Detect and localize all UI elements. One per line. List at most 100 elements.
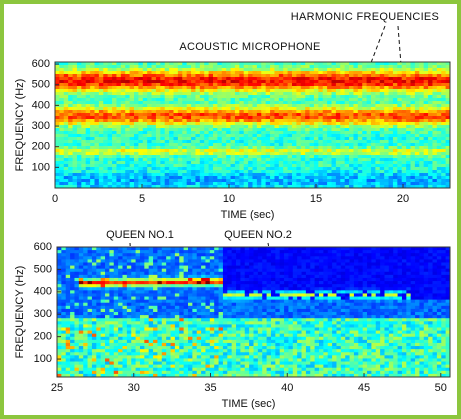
spectrogram-cell bbox=[55, 158, 60, 162]
spectrogram-cell bbox=[153, 247, 158, 251]
spectrogram-cell bbox=[401, 128, 407, 132]
spectrogram-cell bbox=[161, 367, 167, 372]
spectrogram-cell bbox=[83, 305, 88, 310]
spectrogram-cell bbox=[63, 176, 69, 180]
spectrogram-cell bbox=[81, 110, 87, 114]
spectrogram-cell bbox=[445, 137, 451, 141]
spectrogram-cell bbox=[94, 131, 100, 135]
spectrogram-cell bbox=[226, 152, 231, 156]
spectrogram-cell bbox=[144, 277, 150, 282]
spectrogram-cell bbox=[94, 173, 100, 177]
spectrogram-cell bbox=[305, 185, 310, 189]
spectrogram-cell bbox=[68, 110, 73, 114]
spectrogram-cell bbox=[76, 86, 82, 90]
spectrogram-cell bbox=[169, 101, 174, 105]
spectrogram-cell bbox=[335, 182, 341, 186]
spectrogram-cell bbox=[379, 86, 385, 90]
spectrogram-cell bbox=[388, 146, 394, 150]
spectrogram-cell bbox=[349, 176, 354, 180]
spectrogram-cell bbox=[131, 271, 136, 276]
spectrogram-cell bbox=[248, 77, 253, 81]
y-tick-label: 400 bbox=[32, 99, 50, 111]
spectrogram-cell bbox=[151, 146, 157, 150]
spectrogram-cell bbox=[138, 164, 144, 168]
spectrogram-cell bbox=[445, 98, 451, 102]
spectrogram-cell bbox=[78, 361, 84, 366]
spectrogram-cell bbox=[423, 137, 429, 141]
spectrogram-cell bbox=[252, 101, 258, 105]
spectrogram-cell bbox=[173, 137, 179, 141]
spectrogram-cell bbox=[63, 74, 69, 78]
spectrogram-cell bbox=[70, 336, 75, 341]
spectrogram-cell bbox=[120, 182, 126, 186]
spectrogram-cell bbox=[221, 62, 227, 66]
spectrogram-cell bbox=[160, 104, 166, 108]
spectrogram-cell bbox=[191, 116, 196, 120]
spectrogram-cell bbox=[90, 68, 95, 72]
spectrogram-cell bbox=[57, 361, 62, 366]
spectrogram-cell bbox=[147, 140, 152, 144]
spectrogram-cell bbox=[318, 116, 324, 120]
spectrogram-cell bbox=[428, 92, 433, 96]
spectrogram-cell bbox=[55, 185, 60, 189]
spectrogram-cell bbox=[157, 370, 163, 375]
spectrogram-cell bbox=[134, 155, 139, 159]
spectrogram-cell bbox=[161, 327, 167, 331]
spectrogram-cell bbox=[226, 149, 231, 153]
spectrogram-cell bbox=[213, 128, 218, 132]
spectrogram-cell bbox=[157, 271, 163, 276]
spectrogram-cell bbox=[70, 330, 75, 335]
spectrogram-cell bbox=[147, 113, 152, 117]
spectrogram-cell bbox=[142, 62, 148, 66]
spectrogram-cell bbox=[379, 101, 385, 105]
spectrogram-cell bbox=[59, 110, 65, 114]
spectrogram-cell bbox=[419, 155, 425, 159]
spectrogram-cell bbox=[135, 364, 141, 369]
spectrogram-cell bbox=[182, 173, 188, 177]
spectrogram-cell bbox=[397, 83, 403, 87]
spectrogram-cell bbox=[362, 80, 368, 84]
spectrogram-cell bbox=[239, 95, 245, 99]
spectrogram-cell bbox=[147, 173, 152, 177]
spectrogram-cell bbox=[432, 98, 438, 102]
spectrogram-cell bbox=[63, 149, 69, 153]
spectrogram-cell bbox=[226, 101, 231, 105]
spectrogram-cell bbox=[113, 308, 119, 313]
spectrogram-cell bbox=[239, 179, 245, 183]
spectrogram-cell bbox=[195, 119, 201, 123]
spectrogram-cell bbox=[199, 185, 205, 189]
spectrogram-cell bbox=[148, 256, 154, 260]
spectrogram-cell bbox=[78, 259, 84, 263]
spectrogram-cell bbox=[138, 137, 144, 141]
spectrogram-cell bbox=[248, 98, 253, 102]
spectrogram-cell bbox=[204, 92, 210, 96]
spectrogram-cell bbox=[122, 256, 128, 260]
spectrogram-cell bbox=[340, 170, 346, 174]
spectrogram-cell bbox=[423, 131, 429, 135]
spectrogram-cell bbox=[401, 173, 407, 177]
spectrogram-cell bbox=[74, 327, 80, 331]
spectrogram-cell bbox=[105, 247, 110, 251]
spectrogram-cell bbox=[161, 271, 167, 276]
spectrogram-cell bbox=[327, 113, 332, 117]
spectrogram-cell bbox=[94, 128, 100, 132]
spectrogram-cell bbox=[331, 152, 337, 156]
spectrogram-cell bbox=[296, 134, 302, 138]
spectrogram-cell bbox=[270, 131, 275, 135]
spectrogram-cell bbox=[217, 143, 223, 147]
spectrogram-cell bbox=[375, 116, 381, 120]
spectrogram-cell bbox=[76, 116, 82, 120]
spectrogram-cell bbox=[85, 185, 91, 189]
spectrogram-cell bbox=[169, 161, 174, 165]
spectrogram-cell bbox=[375, 110, 381, 114]
spectrogram-cell bbox=[318, 155, 324, 159]
spectrogram-cell bbox=[112, 155, 117, 159]
spectrogram-cell bbox=[91, 355, 97, 359]
spectrogram-cell bbox=[213, 140, 218, 144]
spectrogram-cell bbox=[204, 182, 210, 186]
spectrogram-cell bbox=[87, 250, 93, 254]
spectrogram-cell bbox=[160, 107, 166, 111]
spectrogram-cell bbox=[261, 182, 267, 186]
spectrogram-cell bbox=[120, 128, 126, 132]
spectrogram-cell bbox=[85, 92, 91, 96]
